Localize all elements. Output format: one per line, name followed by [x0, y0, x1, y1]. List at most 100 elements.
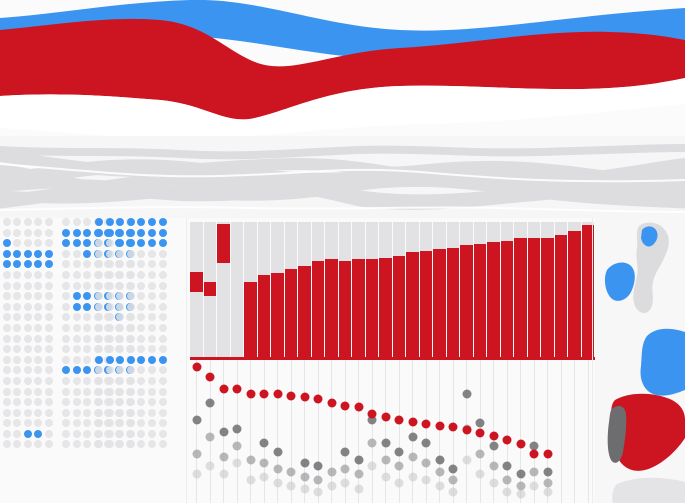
dot-chart-column[interactable]: [555, 360, 569, 503]
dot-chart-column[interactable]: [352, 360, 366, 503]
dot-matrix-cell: [34, 323, 43, 332]
dot-chart-column[interactable]: [420, 360, 434, 503]
bar-column[interactable]: [271, 218, 284, 360]
bar-chart[interactable]: [190, 218, 595, 360]
dot-matrix-cell: [95, 376, 103, 385]
map-region-ireland[interactable]: [604, 262, 635, 301]
dot-chart-column[interactable]: [258, 360, 272, 503]
bar-column[interactable]: [541, 218, 554, 360]
dot-matrix-grid-a[interactable]: [0, 218, 56, 503]
dot-matrix-cell: [72, 313, 81, 322]
dot-chart-column[interactable]: [298, 360, 312, 503]
dot-chart-column[interactable]: [312, 360, 326, 503]
dot-matrix-cell: [158, 260, 167, 269]
dot-chart-column[interactable]: [244, 360, 258, 503]
bar-column[interactable]: [365, 218, 378, 360]
dot-chart-point-gray: [354, 484, 364, 494]
dot-chart-point-gray: [313, 475, 323, 485]
dot-chart-column[interactable]: [487, 360, 501, 503]
bar-column[interactable]: [298, 218, 311, 360]
dot-chart-column[interactable]: [393, 360, 407, 503]
dot-matrix-cell: [62, 345, 70, 354]
dot-matrix-cell: [95, 302, 103, 311]
europe-map-panel[interactable]: [595, 218, 685, 503]
dot-chart-column[interactable]: [406, 360, 420, 503]
dot-chart-column[interactable]: [217, 360, 231, 503]
dot-chart-point-gray: [381, 472, 391, 482]
dot-matrix-cell: [116, 218, 125, 226]
bar-column[interactable]: [203, 218, 216, 360]
dot-matrix-cell: [34, 313, 43, 322]
dot-matrix-cell: [158, 366, 167, 375]
bar-column[interactable]: [338, 218, 351, 360]
dot-matrix-row: [0, 228, 56, 240]
map-region-north-africa[interactable]: [612, 477, 685, 503]
bar-column[interactable]: [325, 218, 338, 360]
dot-chart-column[interactable]: [501, 360, 515, 503]
dot-matrix-row: [95, 376, 169, 388]
bar-column[interactable]: [554, 218, 567, 360]
bar-column[interactable]: [473, 218, 486, 360]
dot-chart-column[interactable]: [460, 360, 474, 503]
bar-column[interactable]: [244, 218, 257, 360]
dot-chart-column[interactable]: [285, 360, 299, 503]
bar-column[interactable]: [406, 218, 419, 360]
dot-chart-column[interactable]: [447, 360, 461, 503]
dot-chart-point-gray: [448, 475, 458, 485]
bar-column[interactable]: [217, 218, 230, 360]
bar-column[interactable]: [460, 218, 473, 360]
bar-column[interactable]: [419, 218, 432, 360]
bar-column[interactable]: [392, 218, 405, 360]
bar-column[interactable]: [527, 218, 540, 360]
dot-chart-point-gray: [502, 475, 512, 485]
map-region-united-kingdom[interactable]: [633, 222, 669, 314]
dot-chart-column[interactable]: [514, 360, 528, 503]
dot-chart-column[interactable]: [433, 360, 447, 503]
dot-matrix-cell: [44, 345, 53, 354]
map-region-portugal[interactable]: [607, 406, 627, 463]
dot-chart-column[interactable]: [231, 360, 245, 503]
map-region-france[interactable]: [640, 328, 685, 396]
map-region-spain[interactable]: [611, 393, 685, 471]
dot-chart-column[interactable]: [190, 360, 204, 503]
dot-matrix-cell: [147, 429, 156, 438]
bar-column[interactable]: [284, 218, 297, 360]
dot-chart-point-highlight: [448, 422, 458, 432]
dot-matrix-row: [95, 334, 169, 346]
dot-matrix-grid-c[interactable]: [95, 218, 169, 503]
dot-matrix-cell: [147, 387, 156, 396]
bar-column[interactable]: [433, 218, 446, 360]
dot-matrix-cell: [158, 345, 167, 354]
dot-chart-point-highlight: [502, 435, 512, 445]
dot-chart-column[interactable]: [379, 360, 393, 503]
dot-chart-point-gray: [232, 441, 242, 451]
dot-chart-column[interactable]: [528, 360, 542, 503]
bar-column[interactable]: [311, 218, 324, 360]
dot-chart-column[interactable]: [271, 360, 285, 503]
dot-matrix-cell: [147, 302, 156, 311]
dot-lollipop-chart[interactable]: [190, 360, 595, 503]
bar-column[interactable]: [352, 218, 365, 360]
bar-column[interactable]: [190, 218, 203, 360]
dot-matrix-cell: [2, 228, 11, 237]
dot-matrix-cell: [95, 260, 103, 269]
bar-column[interactable]: [581, 218, 594, 360]
dot-chart-column[interactable]: [325, 360, 339, 503]
dot-chart-column[interactable]: [339, 360, 353, 503]
bar-column[interactable]: [568, 218, 581, 360]
dot-chart-column[interactable]: [582, 360, 596, 503]
dot-chart-column[interactable]: [204, 360, 218, 503]
dot-chart-column[interactable]: [366, 360, 380, 503]
bar-column[interactable]: [500, 218, 513, 360]
map-region-scotland[interactable]: [641, 226, 658, 247]
bar-column[interactable]: [514, 218, 527, 360]
bar-column[interactable]: [230, 218, 243, 360]
dot-chart-column[interactable]: [568, 360, 582, 503]
bar-column[interactable]: [446, 218, 459, 360]
dot-chart-column[interactable]: [474, 360, 488, 503]
bar-column[interactable]: [487, 218, 500, 360]
dot-chart-column[interactable]: [541, 360, 555, 503]
dot-matrix-cell: [126, 281, 135, 290]
bar-column[interactable]: [379, 218, 392, 360]
bar-column[interactable]: [257, 218, 270, 360]
